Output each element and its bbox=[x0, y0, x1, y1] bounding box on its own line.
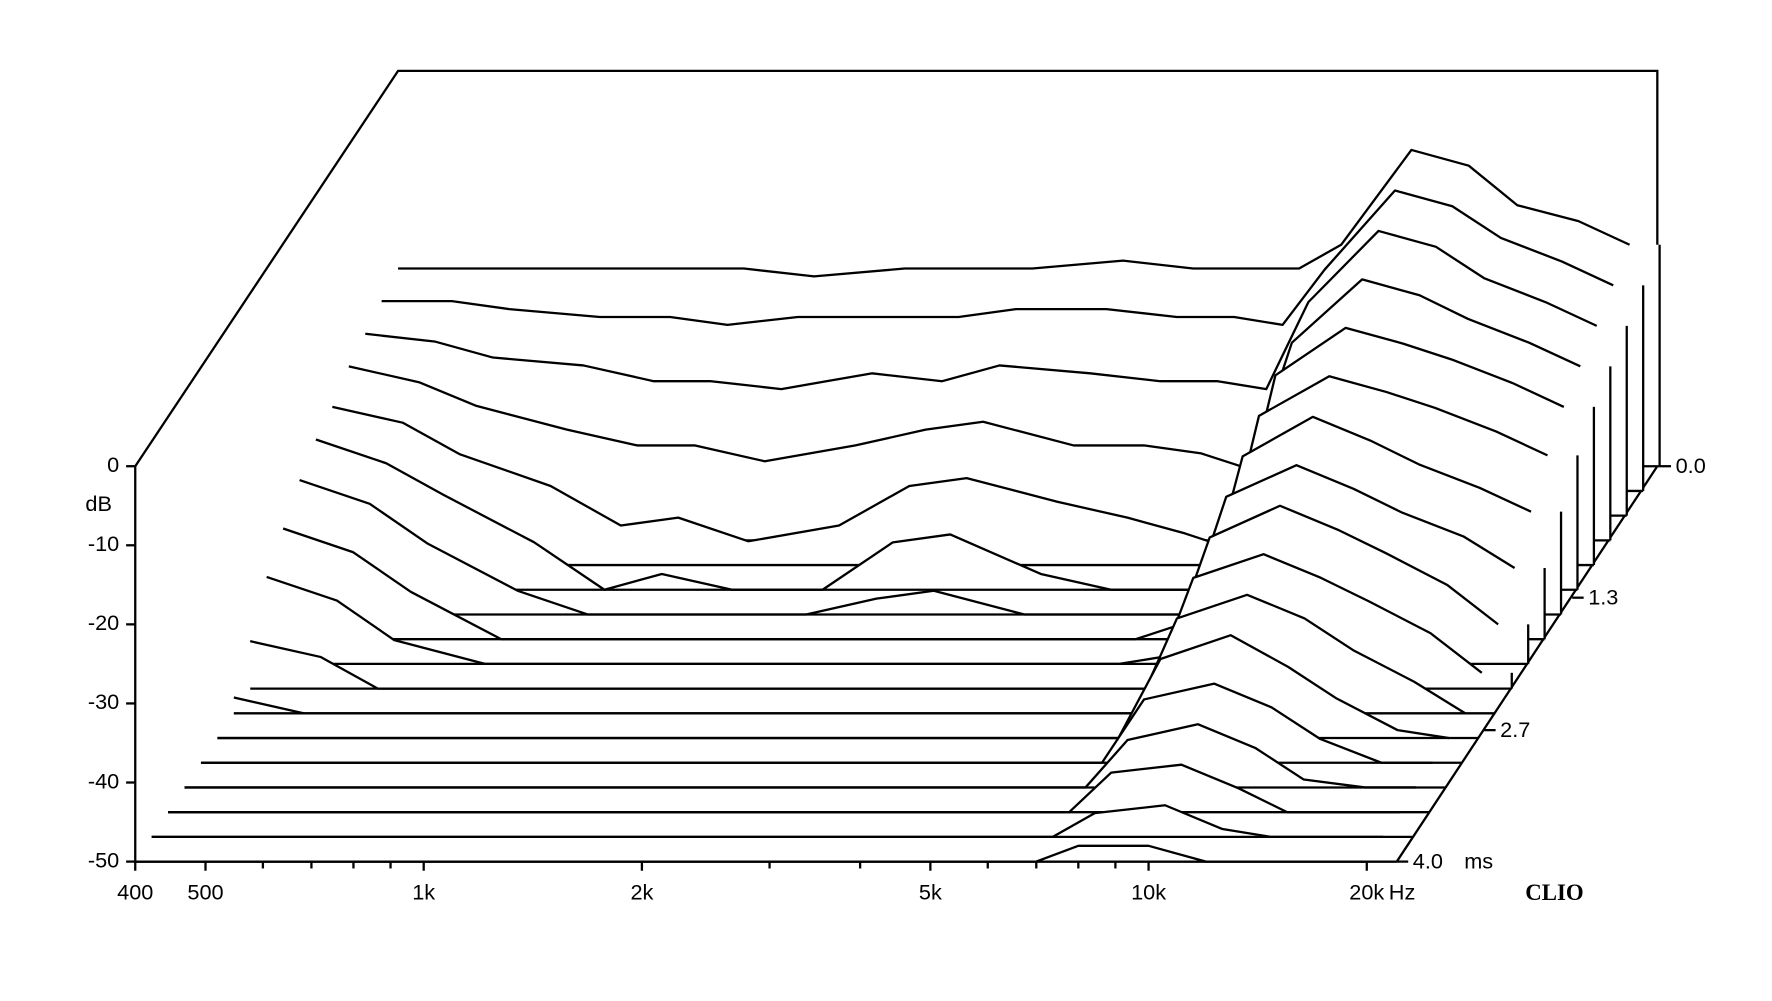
slice-curve bbox=[168, 763, 1400, 814]
y-tick-label: -20 bbox=[88, 610, 119, 635]
x-unit: Hz bbox=[1389, 879, 1416, 904]
y-tick-label: -40 bbox=[88, 768, 119, 793]
y-tick-label: -50 bbox=[88, 847, 119, 872]
slice-fill bbox=[135, 845, 1397, 862]
slice-curve bbox=[381, 189, 1614, 327]
z-tick-label: 1.3 bbox=[1588, 585, 1618, 610]
y-tick-label: -10 bbox=[88, 531, 119, 556]
slices bbox=[135, 148, 1661, 863]
slice-fill bbox=[168, 764, 1430, 813]
slice-curve bbox=[348, 278, 1581, 471]
z-unit: ms bbox=[1464, 848, 1493, 873]
x-tick-label: 400 bbox=[117, 879, 153, 904]
slice-curve bbox=[266, 504, 1499, 666]
x-tick-label: 10k bbox=[1131, 879, 1166, 904]
x-tick-label: 500 bbox=[187, 879, 223, 904]
slice-curve bbox=[282, 464, 1516, 641]
slice-curve bbox=[332, 326, 1565, 551]
slice-curve bbox=[184, 723, 1417, 789]
slice-curve bbox=[217, 634, 1450, 740]
axes: 0 -10 -20 -30 -40 -50 400 500 1k 2k 5k 10k 20k 0.0 1.3… bbox=[88, 452, 1706, 904]
slice-curve bbox=[398, 148, 1631, 278]
slice-curve bbox=[135, 844, 1367, 863]
slice-curve bbox=[233, 593, 1466, 715]
slice-curve bbox=[249, 553, 1483, 690]
z-tick-label: 2.7 bbox=[1500, 717, 1530, 742]
y-tick-label: -30 bbox=[88, 689, 119, 714]
brand: CLIO bbox=[1525, 880, 1583, 905]
slice-curve bbox=[151, 804, 1384, 839]
x-tick-label: 5k bbox=[919, 879, 942, 904]
z-tick-label: 0.0 bbox=[1676, 453, 1706, 478]
z-tick-label: 4.0 bbox=[1413, 848, 1443, 873]
x-tick-label: 20k bbox=[1349, 879, 1384, 904]
frame bbox=[134, 69, 1659, 863]
slice-curve bbox=[200, 682, 1433, 764]
x-tick-label: 2k bbox=[630, 879, 653, 904]
slice-curve bbox=[365, 229, 1598, 391]
slice-curve bbox=[315, 375, 1548, 591]
x-tick-label: 1k bbox=[412, 879, 435, 904]
y-label: dB bbox=[85, 491, 112, 516]
y-tick-label: 0 bbox=[107, 452, 119, 477]
slice-curve bbox=[299, 415, 1532, 616]
